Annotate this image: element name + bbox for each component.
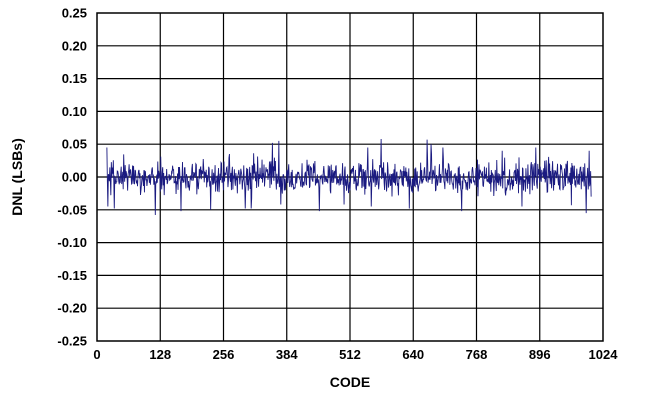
grid-lines [97,13,603,341]
x-axis-title: CODE [330,374,370,390]
y-tick-label: -0.15 [57,268,87,283]
y-tick-label: 0.00 [62,170,87,185]
x-tick-label: 128 [149,347,171,362]
y-axis-title: DNL (LSBs) [9,138,25,216]
y-tick-label: -0.10 [57,235,87,250]
y-tick-label: 0.05 [62,137,87,152]
x-tick-label: 640 [402,347,424,362]
dnl-series [106,138,592,216]
y-tick-label: -0.25 [57,334,87,349]
x-tick-label: 0 [93,347,100,362]
y-tick-labels: 0.25 0.20 0.15 0.10 0.05 0.00 -0.05 -0.10 -0.15 -… [57,6,87,349]
x-tick-label: 256 [213,347,235,362]
x-tick-labels: 0 128 256 384 512 640 768 896 1024 [93,347,618,362]
x-tick-label: 768 [466,347,488,362]
x-tick-label: 512 [339,347,361,362]
dnl-trace [106,138,592,216]
y-tick-label: -0.20 [57,301,87,316]
y-tick-label: 0.15 [62,71,87,86]
plot-frame [96,12,604,342]
y-tick-label: 0.10 [62,104,87,119]
x-tick-label: 1024 [589,347,619,362]
y-tick-label: 0.20 [62,38,87,53]
x-tick-label: 896 [529,347,551,362]
x-tick-label: 384 [276,347,298,362]
y-tick-label: 0.25 [62,6,87,21]
y-tick-label: -0.05 [57,202,87,217]
